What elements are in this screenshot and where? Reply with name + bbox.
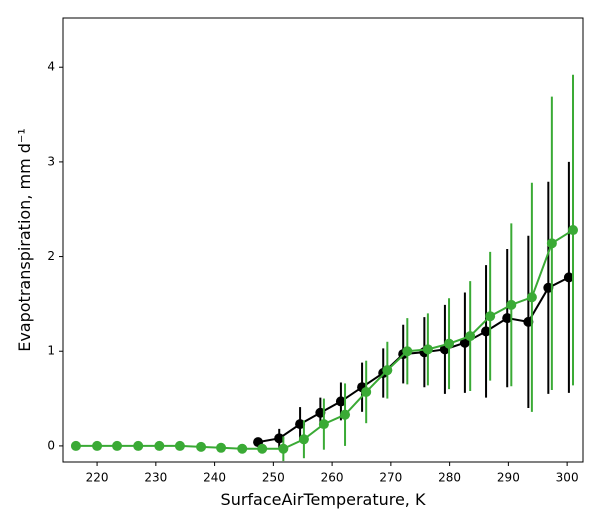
- y-axis-title: Evapotranspiration, mm d⁻¹: [15, 128, 34, 352]
- y-tick-label: 3: [47, 154, 55, 168]
- data-point: [444, 338, 455, 349]
- y-tick-label: 1: [47, 344, 55, 358]
- y-tick-label: 4: [47, 60, 55, 74]
- data-point: [315, 407, 326, 418]
- x-tick-label: 300: [556, 471, 579, 485]
- data-point: [92, 440, 103, 451]
- data-point: [70, 440, 81, 451]
- data-point: [112, 440, 123, 451]
- data-point: [133, 440, 144, 451]
- data-point: [382, 365, 393, 376]
- data-point: [237, 443, 248, 454]
- data-point: [257, 443, 268, 454]
- x-tick-label: 280: [438, 471, 461, 485]
- x-tick-label: 250: [262, 471, 285, 485]
- data-point: [506, 299, 517, 310]
- plot-frame: [62, 17, 584, 463]
- data-point: [465, 331, 476, 342]
- data-point: [526, 292, 537, 303]
- data-point: [546, 238, 557, 249]
- y-tick-label: 0: [47, 438, 55, 452]
- data-point: [295, 419, 306, 430]
- data-point: [318, 419, 329, 430]
- x-tick-label: 260: [321, 471, 344, 485]
- data-point: [568, 225, 579, 236]
- data-point: [502, 313, 513, 324]
- data-point: [485, 311, 496, 322]
- data-point: [174, 440, 185, 451]
- data-point: [216, 442, 227, 453]
- y-tick-label: 2: [47, 249, 55, 263]
- series-line: [257, 276, 570, 444]
- data-point: [298, 434, 309, 445]
- data-point: [278, 443, 289, 454]
- data-point: [402, 346, 413, 357]
- x-tick-label: 270: [379, 471, 402, 485]
- x-tick-label: 230: [144, 471, 167, 485]
- x-tick-label: 240: [203, 471, 226, 485]
- x-tick-label: 290: [497, 471, 520, 485]
- data-point: [563, 272, 574, 283]
- x-tick-label: 220: [86, 471, 109, 485]
- data-point: [361, 386, 372, 397]
- data-point: [523, 316, 534, 327]
- data-point: [543, 282, 554, 293]
- data-point: [335, 396, 346, 407]
- data-point: [422, 344, 433, 355]
- data-point: [340, 409, 351, 420]
- data-point: [196, 441, 207, 452]
- data-point: [274, 433, 285, 444]
- x-axis-title: SurfaceAirTemperature, K: [221, 490, 426, 509]
- data-point: [154, 440, 165, 451]
- data-point: [481, 326, 492, 337]
